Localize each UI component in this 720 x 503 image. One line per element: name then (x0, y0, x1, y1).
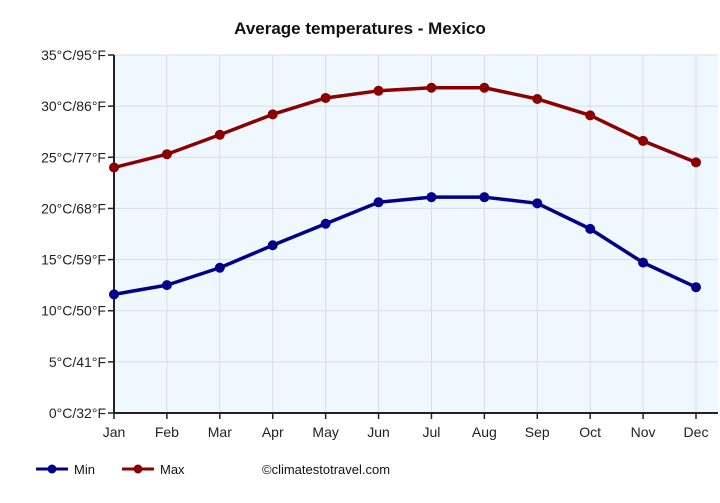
y-tick-label: 30°C/86°F (41, 98, 106, 114)
legend-marker-max (133, 464, 143, 474)
data-point-min (426, 192, 437, 203)
x-tick-label: Oct (579, 424, 601, 440)
data-point-min (320, 218, 331, 229)
x-tick-label: Mar (208, 424, 232, 440)
x-tick-label: Nov (631, 424, 656, 440)
data-point-max (426, 82, 437, 93)
data-point-min (373, 197, 384, 208)
x-tick-label: Jun (367, 424, 390, 440)
data-point-max (214, 129, 225, 140)
credit-text: ©climatestotravel.com (262, 462, 390, 477)
data-point-min (638, 257, 649, 268)
chart-title: Average temperatures - Mexico (234, 19, 486, 38)
y-tick-label: 0°C/32°F (49, 405, 106, 421)
series-line-min (113, 195, 697, 297)
data-point-max (373, 85, 384, 96)
data-point-max (479, 82, 490, 93)
y-tick-label: 35°C/95°F (41, 47, 106, 63)
y-tick-label: 5°C/41°F (49, 354, 106, 370)
x-tick-label: Apr (262, 424, 284, 440)
y-tick-label: 15°C/59°F (41, 252, 106, 268)
data-point-min (161, 280, 172, 291)
data-point-min (109, 289, 119, 300)
data-point-min (691, 282, 701, 293)
legend-label-min: Min (74, 462, 95, 477)
data-point-min (532, 198, 543, 209)
data-point-max (320, 92, 331, 103)
data-point-min (267, 240, 278, 251)
data-point-max (585, 110, 596, 121)
data-point-max (638, 135, 649, 146)
y-tick-label: 10°C/50°F (41, 303, 106, 319)
data-point-max (532, 93, 543, 104)
legend: Min Max (36, 462, 185, 477)
y-tick-label: 20°C/68°F (41, 200, 106, 216)
data-point-max (267, 109, 278, 120)
x-tick-label: Jan (103, 424, 126, 440)
data-point-max (109, 162, 119, 173)
data-point-min (479, 192, 490, 203)
x-tick-label: Dec (684, 424, 709, 440)
series-line-max (113, 85, 697, 170)
plot-area (114, 55, 718, 413)
legend-marker-min (47, 464, 57, 474)
y-tick-label: 25°C/77°F (41, 149, 106, 165)
legend-label-max: Max (160, 462, 185, 477)
x-tick-label: Feb (155, 424, 179, 440)
x-tick-label: May (312, 424, 338, 440)
data-point-min (214, 262, 225, 273)
data-point-max (691, 157, 701, 168)
x-tick-label: Jul (423, 424, 441, 440)
x-tick-label: Sep (525, 424, 550, 440)
data-point-max (161, 149, 172, 160)
data-point-min (585, 223, 596, 234)
x-tick-label: Aug (472, 424, 497, 440)
